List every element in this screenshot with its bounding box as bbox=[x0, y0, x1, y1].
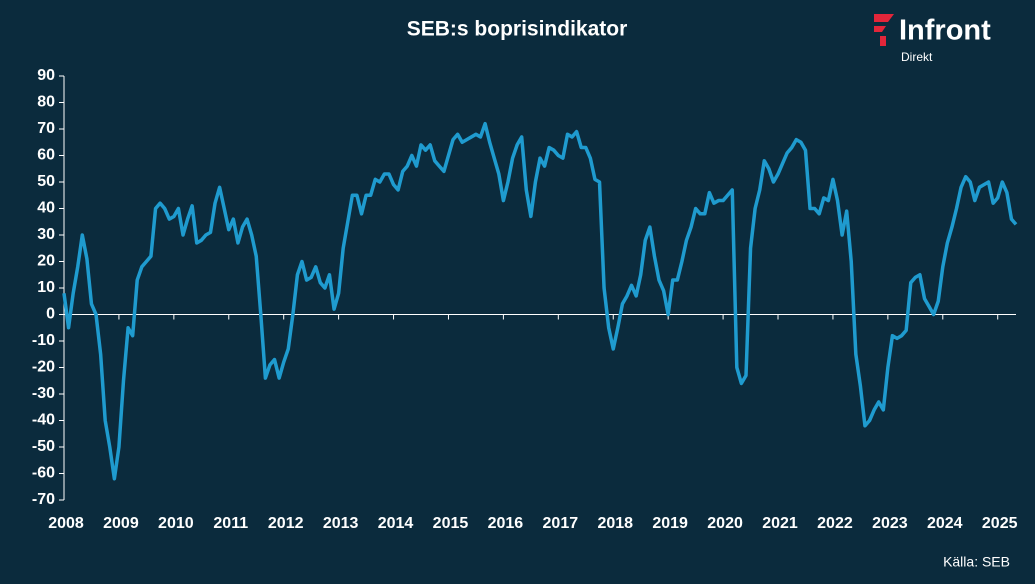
x-tick-label: 2022 bbox=[817, 515, 853, 532]
y-tick-label: 60 bbox=[37, 147, 55, 164]
x-tick-label: 2024 bbox=[927, 515, 963, 532]
logo-icon bbox=[874, 14, 894, 46]
x-tick-label: 2008 bbox=[48, 515, 84, 532]
x-tick-label: 2021 bbox=[762, 515, 798, 532]
x-tick-label: 2023 bbox=[872, 515, 908, 532]
y-tick-label: -50 bbox=[32, 438, 55, 455]
y-tick-label: -40 bbox=[32, 412, 55, 429]
x-tick-label: 2013 bbox=[323, 515, 359, 532]
logo: Infront Direkt bbox=[874, 14, 991, 64]
x-tick-label: 2025 bbox=[982, 515, 1018, 532]
y-tick-label: 10 bbox=[37, 279, 55, 296]
x-tick-label: 2017 bbox=[543, 515, 579, 532]
y-tick-label: 80 bbox=[37, 94, 55, 111]
logo-name: Infront bbox=[899, 15, 991, 47]
x-tick-label: 2014 bbox=[378, 515, 414, 532]
source: Källa: SEB bbox=[943, 554, 1010, 570]
y-tick-label: 50 bbox=[37, 173, 55, 190]
x-tick-label: 2015 bbox=[433, 515, 469, 532]
y-tick-label: -20 bbox=[32, 359, 55, 376]
y-tick-label: -10 bbox=[32, 332, 55, 349]
x-tick-label: 2011 bbox=[213, 515, 248, 532]
chart-title: SEB:s boprisindikator bbox=[407, 18, 628, 41]
data-line bbox=[62, 121, 1018, 481]
x-tick-label: 2016 bbox=[488, 515, 524, 532]
x-tick-label: 2012 bbox=[268, 515, 304, 532]
x-tick-label: 2019 bbox=[652, 515, 688, 532]
y-tick-label: 70 bbox=[37, 120, 55, 137]
y-tick-label: 40 bbox=[37, 200, 55, 217]
x-tick-label: 2010 bbox=[158, 515, 194, 532]
y-tick-label: 20 bbox=[37, 253, 55, 270]
x-tick-label: 2020 bbox=[707, 515, 743, 532]
logo-sub: Direkt bbox=[901, 50, 933, 64]
y-tick-label: 0 bbox=[46, 306, 55, 323]
y-tick-label: 90 bbox=[37, 67, 55, 84]
y-tick-label: -60 bbox=[32, 465, 55, 482]
x-tick-label: 2009 bbox=[103, 515, 139, 532]
y-tick-label: -30 bbox=[32, 385, 55, 402]
x-tick-label: 2018 bbox=[597, 515, 633, 532]
y-tick-label: -70 bbox=[32, 491, 55, 508]
y-tick-label: 30 bbox=[37, 226, 55, 243]
